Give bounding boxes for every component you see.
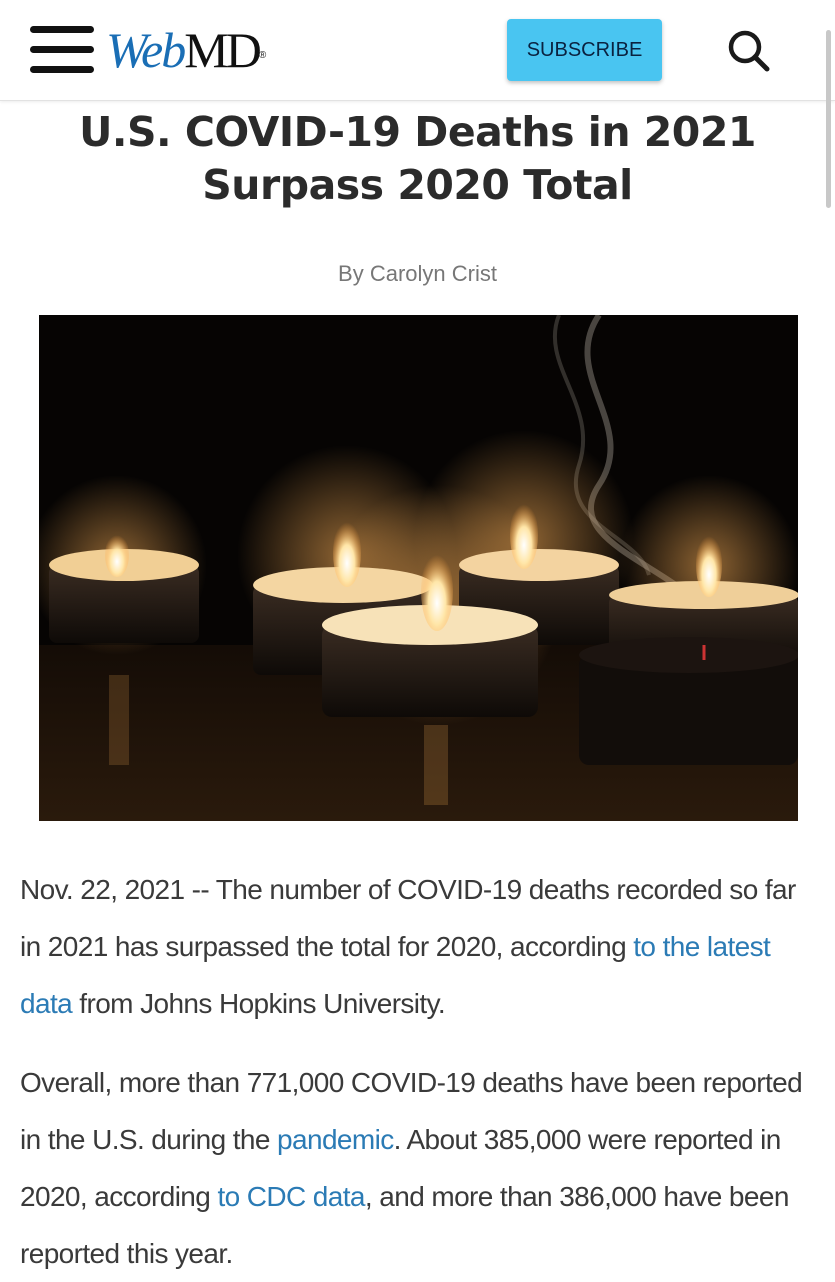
pandemic-link[interactable]: pandemic <box>277 1124 394 1155</box>
logo-web: Web <box>106 22 186 78</box>
article-paragraph-1: Nov. 22, 2021 -- The number of COVID-19 … <box>20 861 820 1032</box>
paragraph-1-text-b: from Johns Hopkins University. <box>72 988 446 1019</box>
subscribe-button[interactable]: SUBSCRIBE <box>507 19 662 81</box>
article-byline: By Carolyn Crist <box>338 261 497 286</box>
article-paragraph-2: Overall, more than 771,000 COVID-19 deat… <box>20 1054 820 1282</box>
page-scrollbar[interactable] <box>826 30 831 208</box>
paragraph-2-text-b: . About 385,000 were reported in 2020, a… <box>20 1124 781 1212</box>
paragraph-2-text-c: , and more than 386,000 have been report… <box>20 1181 789 1269</box>
webmd-logo[interactable]: WebMD® <box>106 22 266 78</box>
hamburger-menu-icon[interactable] <box>30 26 94 74</box>
paragraph-1-text-a: Nov. 22, 2021 -- The number of COVID-19 … <box>20 874 796 962</box>
latest-data-link[interactable]: to the latest data <box>20 931 771 1019</box>
cdc-data-link[interactable]: to CDC data <box>217 1181 365 1212</box>
hero-image-candles <box>39 315 798 821</box>
search-icon[interactable] <box>726 28 772 74</box>
article-title: U.S. COVID-19 Deaths in 2021 Surpass 202… <box>79 108 756 209</box>
logo-md: MD <box>184 22 262 78</box>
logo-registered-mark: ® <box>258 50 267 61</box>
paragraph-2-text-a: Overall, more than 771,000 COVID-19 deat… <box>20 1067 803 1155</box>
site-header: WebMD® SUBSCRIBE <box>0 0 835 101</box>
